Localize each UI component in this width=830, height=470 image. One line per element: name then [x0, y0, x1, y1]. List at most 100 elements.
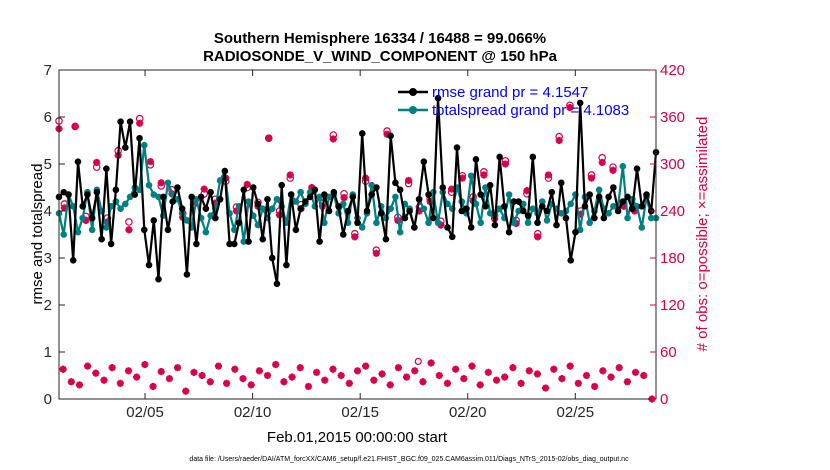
- obs-assimilated-marker: [329, 135, 337, 143]
- rmse-point: [373, 184, 380, 191]
- obs-count-lower-marker-stroke: [362, 362, 369, 370]
- rmse-point: [524, 212, 532, 219]
- y-axis-right-label: # of obs: o=possible; ×=assimilated: [694, 117, 711, 352]
- obs-count-lower-marker-stroke: [599, 367, 607, 375]
- obs-assimilated-marker: [534, 233, 542, 241]
- rmse-point: [268, 254, 276, 262]
- obs-assimilated-marker: [340, 194, 348, 202]
- rmse-point: [557, 179, 565, 187]
- obs-assimilated-marker-stroke: [340, 194, 348, 201]
- obs-count-lower-marker-stroke: [640, 372, 648, 379]
- obs-assimilated-marker-stroke: [405, 177, 412, 184]
- obs-count-lower-marker: [345, 379, 353, 387]
- obs-count-lower-marker: [108, 364, 116, 372]
- obs-count-lower-marker-stroke: [100, 376, 108, 384]
- obs-count-lower-marker-stroke: [583, 372, 590, 379]
- rmse-point: [240, 186, 248, 194]
- rmse-point: [98, 235, 105, 243]
- obs-count-lower-marker-stroke: [468, 362, 476, 370]
- rmse-point: [430, 214, 437, 222]
- obs-count-lower-marker-stroke: [435, 372, 443, 379]
- chart-title-line1: Southern Hemisphere 16334 / 16488 = 99.0…: [214, 30, 546, 47]
- obs-assimilated-marker: [544, 171, 553, 179]
- rmse-point: [174, 184, 181, 191]
- obs-count-lower-marker-stroke: [247, 381, 255, 389]
- obs-assimilated-marker-stroke: [448, 185, 455, 193]
- rmse-point: [477, 191, 484, 198]
- obs-count-lower-marker: [411, 367, 419, 375]
- obs-count-lower-marker: [574, 379, 582, 387]
- obs-count-lower-marker-stroke: [460, 375, 468, 382]
- rmse-point: [496, 153, 503, 161]
- totalspread-point: [595, 186, 603, 194]
- legend-spread-label: totalspread grand pr = 4.1083: [432, 102, 629, 119]
- obs-assimilated-marker-stroke: [609, 166, 617, 174]
- footer-data-file: data file: /Users/raeder/DAI/ATM_forcXX/…: [189, 456, 629, 463]
- x-tick-label: 02/15: [341, 404, 379, 421]
- obs-count-lower-marker: [386, 381, 394, 389]
- obs-count-lower-marker-stroke: [411, 367, 419, 375]
- totalspread-point: [164, 179, 172, 187]
- totalspread-point: [60, 231, 68, 238]
- totalspread-point: [202, 228, 210, 236]
- totalspread-point: [387, 205, 394, 212]
- rmse-point: [354, 219, 361, 227]
- rmse-point: [254, 200, 262, 208]
- obs-assimilated-marker-stroke: [136, 119, 143, 127]
- rmse-point: [534, 219, 541, 227]
- obs-count-lower-marker-stroke: [141, 361, 149, 368]
- rmse-point: [382, 235, 390, 243]
- rmse-point: [183, 271, 191, 278]
- obs-count-lower-marker-stroke: [84, 362, 91, 370]
- obs-count-lower-marker: [337, 371, 345, 380]
- obs-count-lower-marker: [165, 375, 174, 383]
- rmse-point: [344, 207, 352, 215]
- obs-count-lower-marker-stroke: [231, 365, 239, 373]
- y-right-tick-label: 300: [660, 156, 685, 173]
- totalspread-point: [259, 205, 267, 212]
- obs-count-lower-marker-stroke: [239, 375, 247, 382]
- obs-count-lower-marker-stroke: [493, 376, 500, 384]
- rmse-point: [538, 203, 546, 210]
- rmse-point: [311, 186, 319, 194]
- obs-assimilated-marker-stroke: [93, 159, 100, 166]
- rmse-point: [335, 203, 342, 210]
- obs-assimilated-marker-stroke: [125, 226, 133, 234]
- obs-count-lower-marker: [124, 367, 133, 375]
- obs-count-lower-marker-stroke: [566, 362, 574, 370]
- rmse-point: [572, 228, 579, 236]
- rmse-point: [136, 134, 143, 142]
- obs-count-lower-marker-stroke: [288, 373, 296, 381]
- obs-count-lower-marker-stroke: [305, 383, 312, 390]
- obs-count-lower-marker-stroke: [386, 381, 394, 389]
- obs-count-lower-marker: [263, 371, 272, 380]
- obs-count-lower-marker: [582, 371, 591, 380]
- obs-count-lower-marker: [173, 364, 182, 372]
- rmse-point: [316, 238, 323, 245]
- obs-count-lower-marker: [541, 384, 550, 392]
- rmse-point: [245, 238, 252, 245]
- rmse-point: [65, 191, 72, 198]
- rmse-point: [306, 193, 314, 201]
- obs-assimilated-marker-stroke: [502, 160, 509, 168]
- totalspread-point: [292, 198, 300, 205]
- obs-count-lower-marker-stroke: [296, 364, 304, 371]
- obs-count-lower-marker-stroke: [452, 365, 459, 373]
- y-axis-left-label: rmse and totalspread: [29, 164, 46, 305]
- obs-assimilated-marker-stroke: [200, 185, 208, 193]
- rmse-point: [595, 193, 603, 201]
- totalspread-point: [543, 217, 551, 224]
- obs-count-lower-marker-stroke: [354, 367, 361, 375]
- totalspread-point: [88, 226, 96, 234]
- rmse-point: [302, 198, 309, 205]
- rmse-point: [501, 203, 508, 210]
- rmse-point: [145, 261, 153, 269]
- obs-count-lower-marker: [509, 364, 517, 372]
- obs-count-lower-marker-stroke: [166, 375, 173, 382]
- obs-count-lower-marker: [198, 371, 206, 380]
- obs-count-lower-marker-stroke: [174, 364, 181, 371]
- obs-count-lower-marker: [116, 379, 124, 387]
- rmse-point: [444, 224, 451, 231]
- obs-count-lower-marker-stroke: [485, 369, 492, 376]
- totalspread-point: [586, 219, 593, 227]
